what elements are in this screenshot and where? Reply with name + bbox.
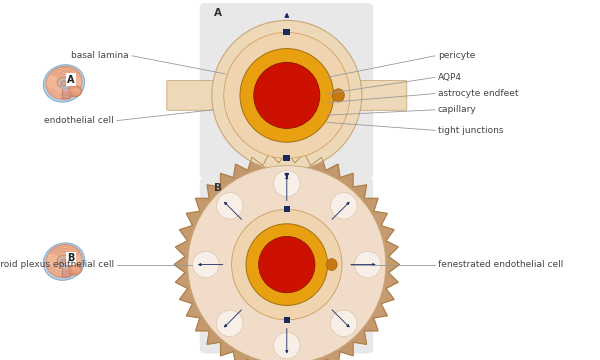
Ellipse shape [212,21,362,170]
Ellipse shape [259,237,315,293]
Text: endothelial cell: endothelial cell [44,116,114,125]
FancyBboxPatch shape [62,89,70,99]
Text: capillary: capillary [438,105,477,114]
Ellipse shape [59,257,69,266]
Ellipse shape [46,244,82,278]
Text: tight junctions: tight junctions [438,126,503,135]
Text: pericyte: pericyte [438,51,475,60]
Ellipse shape [224,32,350,158]
FancyBboxPatch shape [360,81,407,110]
Ellipse shape [71,266,80,273]
Bar [284,206,290,212]
Bar [283,30,290,35]
Ellipse shape [68,86,81,96]
FancyBboxPatch shape [62,267,70,277]
Ellipse shape [59,79,69,87]
Ellipse shape [70,265,81,274]
Ellipse shape [68,264,82,275]
Bar [283,156,290,161]
Text: basal lamina: basal lamina [71,51,129,60]
Ellipse shape [57,77,71,88]
Ellipse shape [331,310,357,337]
Ellipse shape [43,243,85,280]
Ellipse shape [70,87,81,95]
Ellipse shape [193,251,219,278]
Text: A: A [214,8,222,18]
Ellipse shape [71,87,80,95]
Ellipse shape [57,255,71,266]
Text: B: B [214,183,222,193]
Ellipse shape [68,86,82,97]
FancyBboxPatch shape [200,3,373,179]
Ellipse shape [43,65,85,102]
Ellipse shape [217,310,243,337]
Text: choroid plexus epithelial cell: choroid plexus epithelial cell [0,260,114,269]
Ellipse shape [332,89,344,102]
Ellipse shape [355,251,381,278]
Ellipse shape [61,81,67,86]
Text: A: A [67,75,74,85]
Polygon shape [174,152,400,360]
Ellipse shape [232,210,342,320]
Ellipse shape [326,258,337,271]
Ellipse shape [217,193,243,219]
Ellipse shape [240,49,334,142]
FancyBboxPatch shape [167,81,214,110]
Text: AQP4: AQP4 [438,73,462,82]
Bar [284,317,290,323]
Ellipse shape [274,332,300,359]
Text: fenestrated endothelial cell: fenestrated endothelial cell [438,260,563,269]
FancyBboxPatch shape [200,177,373,354]
Ellipse shape [254,62,320,129]
Text: astrocyte endfeet: astrocyte endfeet [438,89,518,98]
Ellipse shape [61,259,67,264]
Ellipse shape [274,170,300,197]
Ellipse shape [68,264,81,274]
Ellipse shape [331,193,357,219]
Text: B: B [67,253,74,263]
Ellipse shape [246,224,328,305]
Ellipse shape [61,261,69,269]
Ellipse shape [46,66,82,99]
Ellipse shape [188,166,386,360]
Ellipse shape [61,83,69,91]
